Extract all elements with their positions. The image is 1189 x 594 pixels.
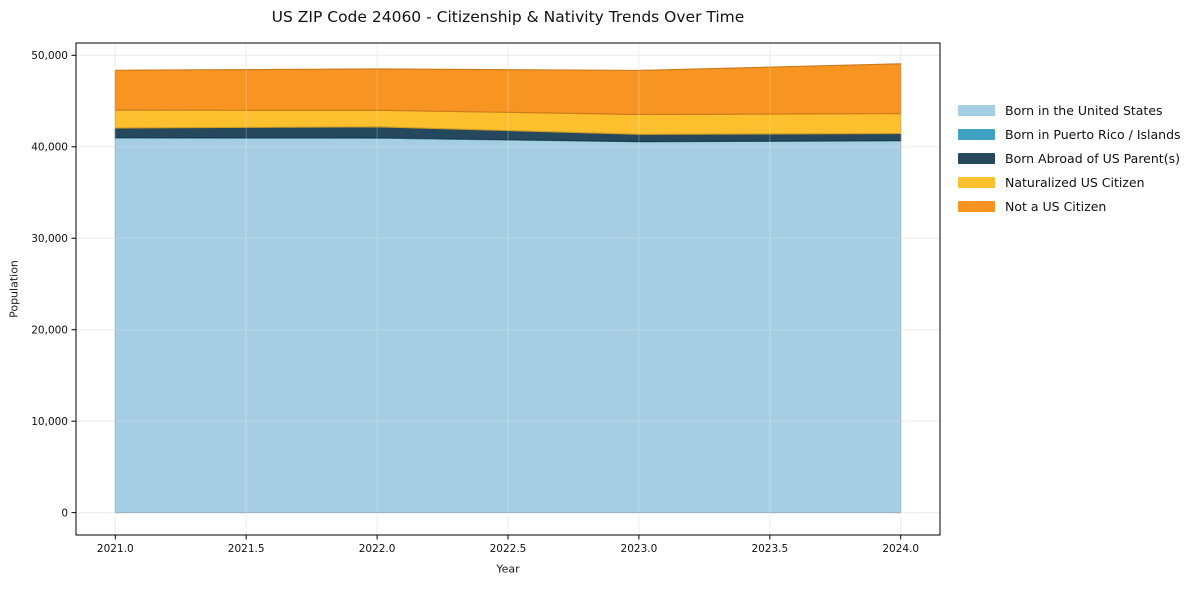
- legend-item-label: Born in Puerto Rico / Islands: [1005, 127, 1181, 142]
- y-tick-label: 30,000: [31, 233, 68, 245]
- legend-swatch-icon: [958, 201, 995, 212]
- y-tick-label: 20,000: [31, 324, 68, 336]
- legend-item: Born Abroad of US Parent(s): [958, 151, 1181, 166]
- legend: Born in the United States Born in Puerto …: [958, 103, 1181, 223]
- x-tick-label: 2022.0: [359, 543, 396, 555]
- legend-swatch-icon: [958, 153, 995, 164]
- x-tick-label: 2023.0: [621, 543, 658, 555]
- legend-swatch-icon: [958, 105, 995, 116]
- legend-item: Born in Puerto Rico / Islands: [958, 127, 1181, 142]
- area-series-not-a-us-citizen: [114, 63, 902, 116]
- legend-item: Born in the United States: [958, 103, 1181, 118]
- legend-item-label: Not a US Citizen: [1005, 199, 1107, 214]
- x-tick-label: 2021.0: [97, 543, 134, 555]
- x-axis-label: Year: [496, 562, 520, 576]
- y-axis-label: Population: [7, 260, 21, 318]
- x-tick-label: 2021.5: [228, 543, 265, 555]
- legend-item: Naturalized US Citizen: [958, 175, 1181, 190]
- legend-item-label: Born Abroad of US Parent(s): [1005, 151, 1180, 166]
- y-tick-label: 50,000: [31, 50, 68, 62]
- legend-swatch-icon: [958, 177, 995, 188]
- x-tick-label: 2024.0: [882, 543, 919, 555]
- x-tick-label: 2022.5: [490, 543, 527, 555]
- y-tick-label: 10,000: [31, 416, 68, 428]
- y-tick-label: 0: [61, 507, 68, 519]
- chart-title: US ZIP Code 24060 - Citizenship & Nativi…: [271, 8, 745, 26]
- legend-item-label: Born in the United States: [1005, 103, 1163, 118]
- legend-swatch-icon: [958, 129, 995, 140]
- legend-item-label: Naturalized US Citizen: [1005, 175, 1145, 190]
- y-tick-label: 40,000: [31, 141, 68, 153]
- legend-item: Not a US Citizen: [958, 199, 1181, 214]
- x-tick-label: 2023.5: [751, 543, 788, 555]
